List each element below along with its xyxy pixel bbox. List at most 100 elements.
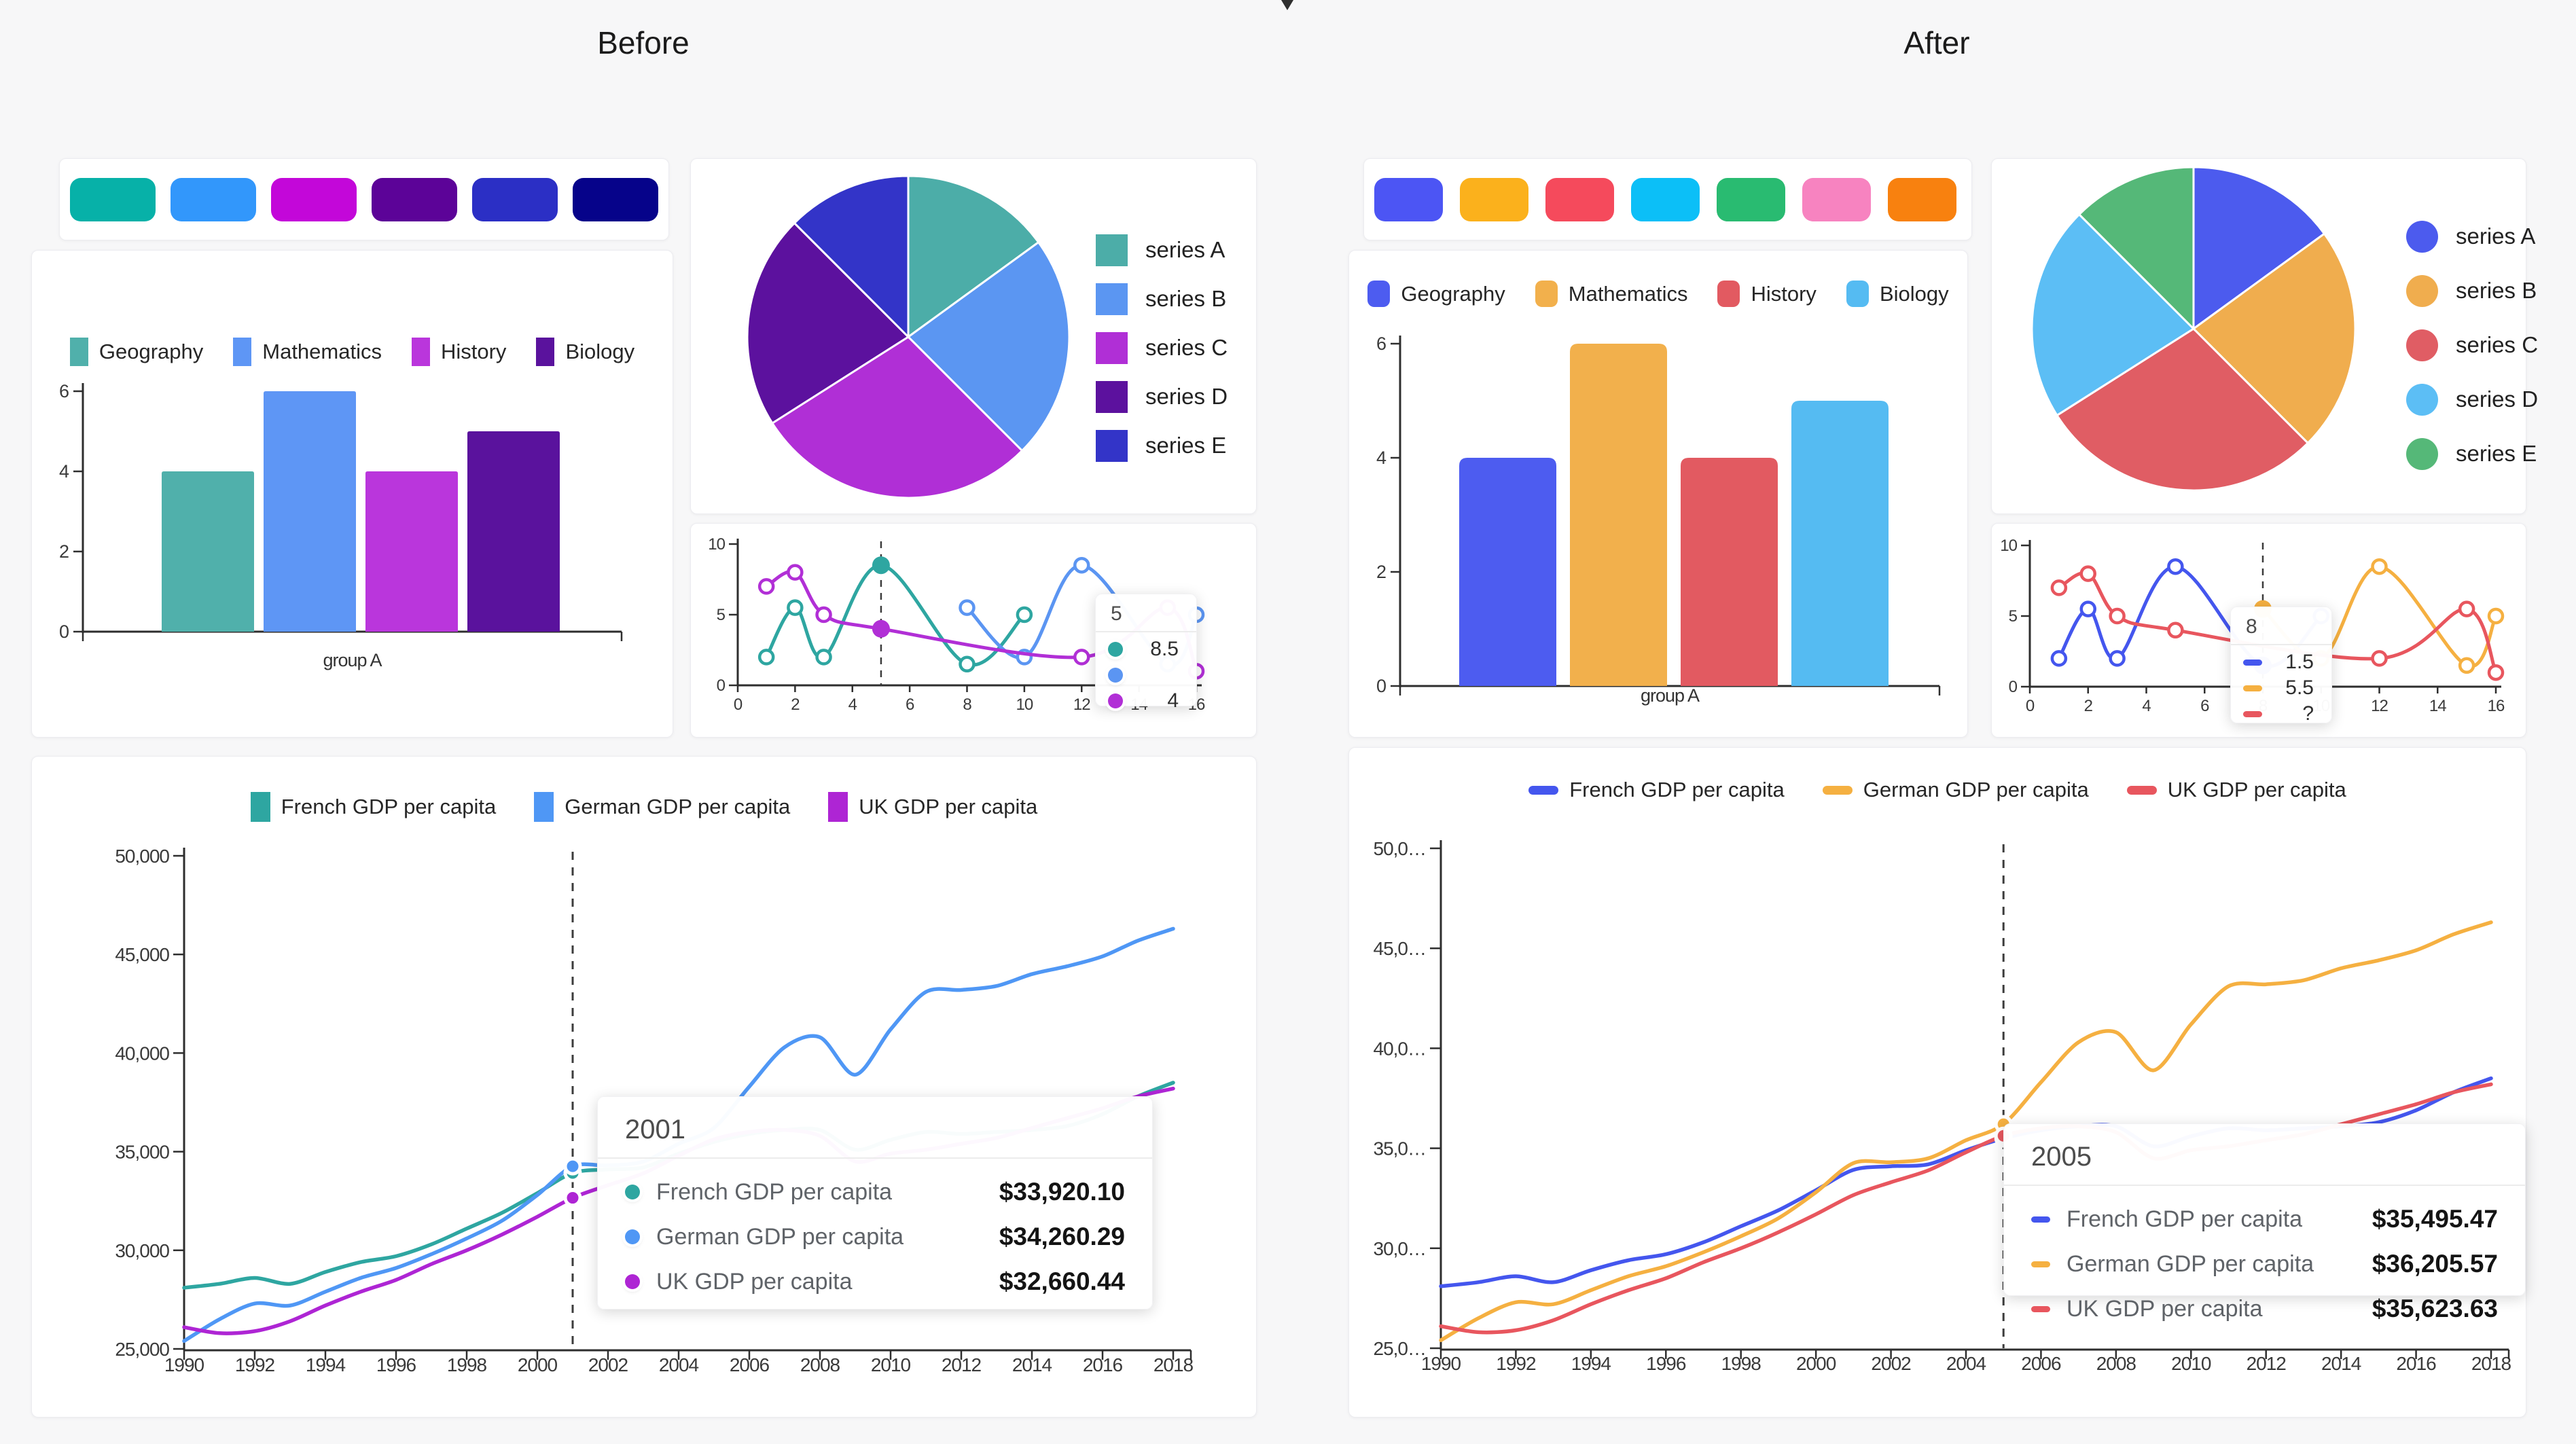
pie-slice-series-B[interactable] xyxy=(2192,232,2357,445)
panel-after: Geography Mathematics History Biology 0 2 4 6 gr… xyxy=(1348,75,2538,1418)
gdp-chart-canvas[interactable]: 50,000 45,000 40,000 35,000 30,000 25,0001990… xyxy=(32,757,1256,1417)
legend-marker-icon xyxy=(69,338,88,366)
gdp-x-tick-label: 1992 xyxy=(235,1354,275,1375)
legend-item-label: series D xyxy=(1145,384,1228,409)
pie-legend: series A series B series C series D series E xyxy=(1096,225,1228,470)
bar-chart-canvas[interactable]: 0 2 4 6 group A xyxy=(1349,251,1967,737)
mini-x-tick-label: 16 xyxy=(2488,697,2505,715)
legend-item-history[interactable]: History xyxy=(411,338,506,366)
tooltip-title: 2005 xyxy=(2031,1142,2092,1172)
tooltip-marker-icon xyxy=(625,1229,640,1244)
bar-x-category-label: group A xyxy=(1641,685,1700,706)
gdp-y-tick-label: 40,0… xyxy=(1374,1038,1427,1059)
legend-item-series-D[interactable]: series D xyxy=(1096,372,1228,421)
mini-data-point xyxy=(815,649,832,666)
legend-item-label: Geography xyxy=(99,340,204,363)
legend-item-gdp-0[interactable]: French GDP per capita xyxy=(250,792,497,822)
mini-data-point xyxy=(757,578,775,595)
pie-slice-series-D[interactable] xyxy=(2031,213,2196,417)
legend-item-mathematics[interactable]: Mathematics xyxy=(1535,281,1687,307)
mini-x-tick-label: 10 xyxy=(1016,696,1033,714)
bar-geography[interactable] xyxy=(1459,458,1556,686)
legend-item-geography[interactable]: Geography xyxy=(69,338,204,366)
legend-item-label: French GDP per capita xyxy=(281,795,497,818)
pie-slice-series-B[interactable] xyxy=(906,240,1071,452)
gdp-x-tick-label: 1998 xyxy=(1721,1353,1761,1374)
pie-slice-series-C[interactable] xyxy=(2055,327,2310,492)
legend-item-series-B[interactable]: series B xyxy=(1096,274,1228,323)
gdp-x-tick-label: 1990 xyxy=(1421,1353,1461,1374)
tooltip-marker-icon xyxy=(2031,1261,2050,1267)
legend-item-series-B[interactable]: series B xyxy=(2406,264,2538,318)
mini-data-point xyxy=(2487,607,2505,625)
tooltip-value: 8.5 xyxy=(1150,638,1179,660)
legend-item-gdp-2[interactable]: UK GDP per capita xyxy=(2126,778,2346,802)
mini-x-tick-label: 0 xyxy=(734,696,743,714)
tooltip-rows: 8.5 4 xyxy=(1096,632,1196,718)
bar-biology[interactable] xyxy=(467,431,560,632)
legend-item-gdp-1[interactable]: German GDP per capita xyxy=(1822,778,2089,802)
comparison-divider-handle-icon[interactable] xyxy=(1281,0,1293,10)
pie-slice-series-E[interactable] xyxy=(2077,166,2195,331)
tooltip-row: ? xyxy=(2243,701,2319,727)
mini-data-point xyxy=(1016,606,1033,624)
mini-data-point xyxy=(2079,565,2096,582)
gdp-chart-canvas[interactable]: 50,0… 45,0… 40,0… 35,0… 30,0… 25,0…1990 1992 19… xyxy=(1349,748,2526,1417)
legend-item-biology[interactable]: Biology xyxy=(536,338,634,366)
bar-y-tick-label: 4 xyxy=(1376,448,1387,468)
mini-y-tick-label: 0 xyxy=(2009,678,2018,696)
legend-item-biology[interactable]: Biology xyxy=(1846,281,1949,307)
legend-item-geography[interactable]: Geography xyxy=(1367,281,1505,307)
legend-item-gdp-2[interactable]: UK GDP per capita xyxy=(828,792,1037,822)
bar-history[interactable] xyxy=(1681,458,1778,686)
pie-slice-series-D[interactable] xyxy=(746,221,910,425)
legend-item-gdp-1[interactable]: German GDP per capita xyxy=(534,792,790,822)
legend-item-series-A[interactable]: series A xyxy=(1096,225,1228,274)
legend-item-history[interactable]: History xyxy=(1717,281,1817,307)
pie-slice-series-A[interactable] xyxy=(2192,166,2326,331)
mini-data-point xyxy=(2167,558,2184,575)
legend-item-series-D[interactable]: series D xyxy=(2406,372,2538,427)
pie-slice-series-E[interactable] xyxy=(793,175,910,340)
mini-y-tick-label: 10 xyxy=(708,535,725,554)
tooltip-value: $34,260.29 xyxy=(999,1223,1125,1250)
legend-item-series-C[interactable]: series C xyxy=(1096,323,1228,372)
tooltip-rows: 1.5 5.5? xyxy=(2231,645,2331,731)
pie-chart-canvas[interactable] xyxy=(1992,159,2526,513)
bar-chart-canvas[interactable]: 0 2 4 6 group A xyxy=(32,251,673,737)
legend-item-label: series B xyxy=(2456,278,2537,303)
gdp-x-tick-label: 2006 xyxy=(2021,1353,2061,1374)
legend-item-series-C[interactable]: series C xyxy=(2406,318,2538,372)
tooltip-row: 1.5 xyxy=(2243,649,2319,675)
mini-x-tick-label: 12 xyxy=(2371,697,2388,715)
pie-slice-series-A[interactable] xyxy=(907,175,1040,339)
tooltip-row: French GDP per capita $33,920.10 xyxy=(625,1170,1125,1214)
bar-geography[interactable] xyxy=(162,471,254,632)
tooltip-marker-icon xyxy=(1108,668,1123,683)
color-swatch-3 xyxy=(1631,177,1700,221)
gdp-y-tick-label: 50,0… xyxy=(1374,838,1427,859)
color-swatch-2 xyxy=(1545,177,1614,221)
legend-item-label: UK GDP per capita xyxy=(2167,778,2346,801)
mini-y-tick-label: 0 xyxy=(717,676,726,695)
legend-item-series-A[interactable]: series A xyxy=(2406,209,2538,264)
legend-item-series-E[interactable]: series E xyxy=(1096,421,1228,470)
color-swatch-2 xyxy=(271,177,357,221)
tooltip-series-label: German GDP per capita xyxy=(656,1223,904,1250)
gdp-y-tick-label: 30,000 xyxy=(115,1240,169,1261)
gdp-x-tick-label: 2006 xyxy=(730,1354,770,1375)
legend-item-gdp-0[interactable]: French GDP per capita xyxy=(1528,778,1785,802)
legend-item-label: series C xyxy=(1145,335,1228,360)
bar-biology[interactable] xyxy=(1791,401,1889,686)
bar-mathematics[interactable] xyxy=(264,391,356,632)
mini-data-point xyxy=(959,599,976,616)
legend-item-mathematics[interactable]: Mathematics xyxy=(233,338,382,366)
bar-mathematics[interactable] xyxy=(1570,344,1667,686)
pie-chart-canvas[interactable] xyxy=(691,159,1256,513)
legend-item-series-E[interactable]: series E xyxy=(2406,427,2538,481)
pie-slice-series-C[interactable] xyxy=(770,336,1024,499)
bar-chart-legend: Geography Mathematics History Biology xyxy=(1349,281,1967,307)
mini-data-point xyxy=(2487,664,2505,681)
bar-history[interactable] xyxy=(365,471,458,632)
mini-data-point xyxy=(2458,600,2475,617)
